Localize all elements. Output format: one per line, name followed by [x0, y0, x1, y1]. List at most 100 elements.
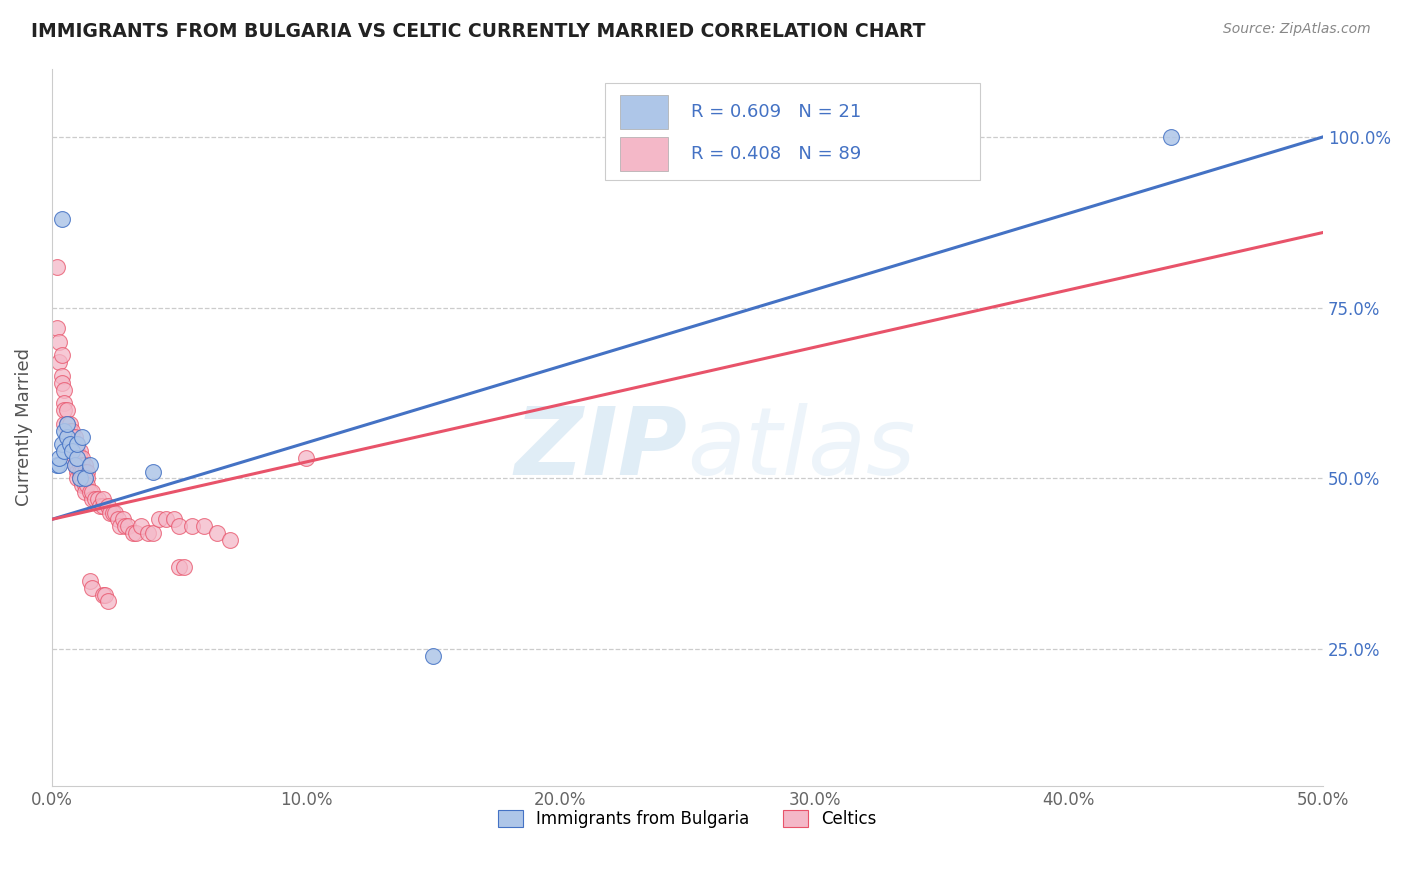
Point [91, 587, 114, 601]
Point [66, 437, 89, 451]
Point [122, 526, 145, 541]
Point [53, 396, 76, 410]
Point [111, 512, 134, 526]
Point [63, 430, 86, 444]
Point [63, 437, 86, 451]
Point [53, 417, 76, 431]
Point [66, 437, 89, 451]
Point [66, 471, 89, 485]
Point [51, 437, 73, 451]
Point [110, 519, 132, 533]
Point [58, 417, 80, 431]
Point [48, 458, 70, 472]
Point [56, 430, 79, 444]
Point [82, 581, 104, 595]
Point [60, 444, 83, 458]
Point [60, 430, 83, 444]
Point [97, 499, 120, 513]
Point [98, 506, 121, 520]
Point [73, 465, 96, 479]
Point [72, 430, 94, 444]
Point [56, 430, 79, 444]
Point [60, 424, 83, 438]
Point [69, 444, 91, 458]
Point [60, 437, 83, 451]
Point [48, 450, 70, 465]
Point [79, 574, 101, 588]
Point [104, 506, 127, 520]
Legend: Immigrants from Bulgaria, Celtics: Immigrants from Bulgaria, Celtics [492, 804, 883, 835]
Point [69, 458, 91, 472]
Point [66, 450, 89, 465]
Point [53, 403, 76, 417]
Point [51, 368, 73, 383]
Text: IMMIGRANTS FROM BULGARIA VS CELTIC CURRENTLY MARRIED CORRELATION CHART: IMMIGRANTS FROM BULGARIA VS CELTIC CURRE… [31, 22, 925, 41]
Point [58, 430, 80, 444]
Text: ZIP: ZIP [515, 402, 688, 495]
Point [60, 444, 83, 458]
Point [218, 533, 240, 547]
Point [48, 355, 70, 369]
Point [69, 471, 91, 485]
Point [138, 526, 160, 541]
Point [129, 519, 152, 533]
Text: Source: ZipAtlas.com: Source: ZipAtlas.com [1223, 22, 1371, 37]
Point [56, 417, 79, 431]
Point [148, 512, 170, 526]
Point [53, 383, 76, 397]
Point [173, 560, 195, 574]
Point [73, 471, 96, 485]
Point [91, 491, 114, 506]
Point [97, 594, 120, 608]
Point [45, 260, 67, 274]
FancyBboxPatch shape [605, 83, 980, 179]
Text: R = 0.408   N = 89: R = 0.408 N = 89 [692, 145, 862, 163]
Point [295, 450, 318, 465]
Point [73, 485, 96, 500]
Point [66, 444, 89, 458]
Point [63, 458, 86, 472]
Point [56, 417, 79, 431]
Point [1160, 129, 1182, 144]
Point [107, 512, 129, 526]
Point [72, 458, 94, 472]
Point [58, 437, 80, 451]
Point [72, 471, 94, 485]
Point [66, 458, 89, 472]
Point [76, 465, 98, 479]
Text: atlas: atlas [688, 403, 915, 494]
Point [82, 491, 104, 506]
Point [45, 321, 67, 335]
Point [422, 648, 444, 663]
Point [89, 499, 111, 513]
Point [94, 587, 117, 601]
Point [73, 478, 96, 492]
Point [69, 471, 91, 485]
Point [142, 526, 165, 541]
Point [142, 465, 165, 479]
Point [76, 478, 98, 492]
Point [205, 526, 228, 541]
Point [69, 465, 91, 479]
Point [72, 478, 94, 492]
Point [63, 450, 86, 465]
Point [73, 458, 96, 472]
Point [163, 512, 186, 526]
Point [79, 485, 101, 500]
Point [91, 499, 114, 513]
Point [167, 560, 190, 574]
Point [66, 450, 89, 465]
Point [155, 512, 177, 526]
Point [66, 465, 89, 479]
Point [51, 348, 73, 362]
Point [51, 376, 73, 390]
Point [45, 458, 67, 472]
Point [72, 465, 94, 479]
Point [63, 458, 86, 472]
Point [53, 444, 76, 458]
Point [58, 424, 80, 438]
Point [86, 491, 108, 506]
Point [167, 519, 190, 533]
Point [69, 450, 91, 465]
Point [56, 403, 79, 417]
